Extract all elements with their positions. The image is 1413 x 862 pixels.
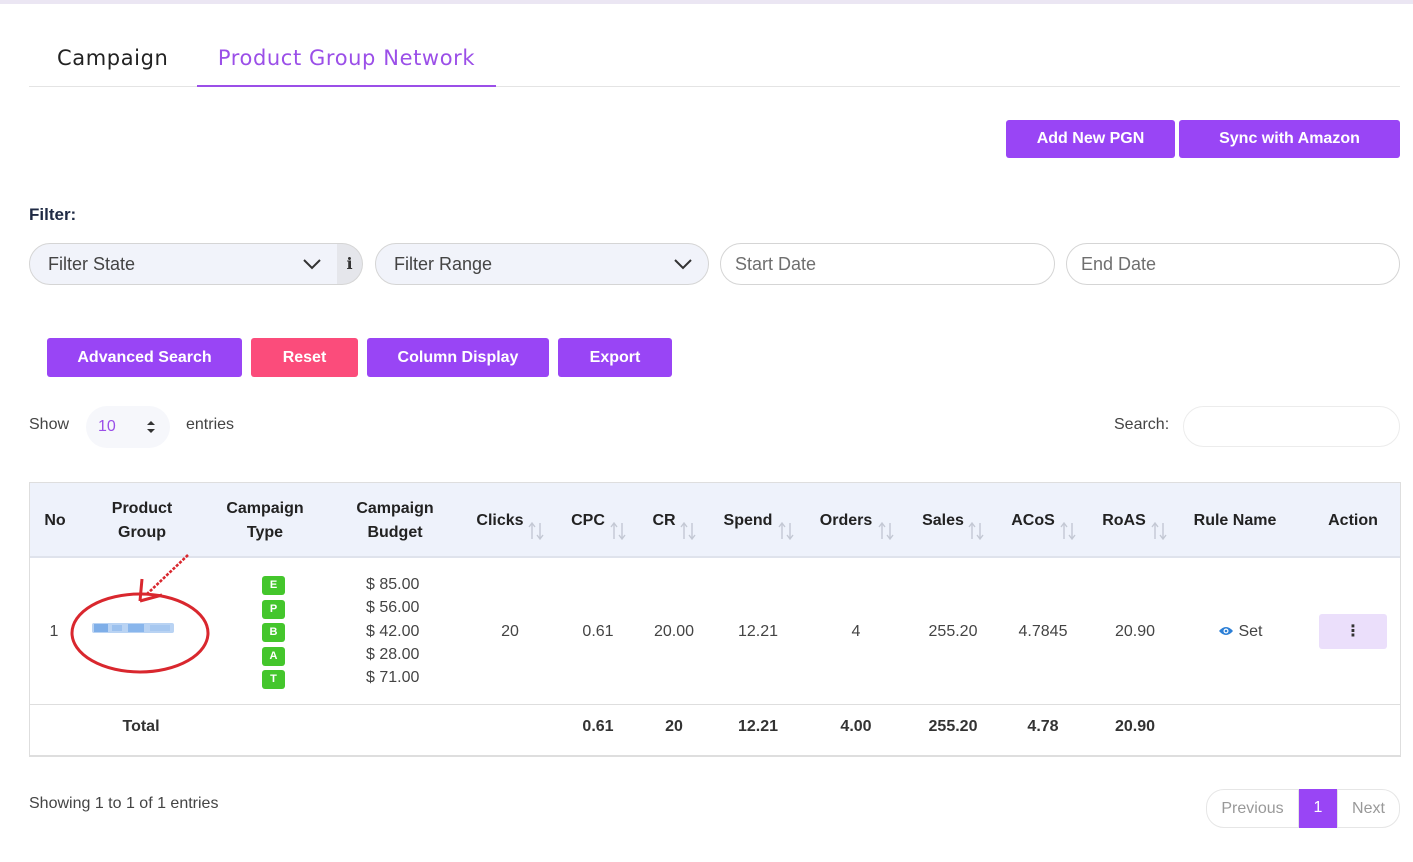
export-button[interactable]: Export xyxy=(558,338,672,377)
col-acos[interactable]: ACoS xyxy=(1011,511,1055,529)
show-label: Show xyxy=(29,416,70,433)
table-total-row: Total 0.61 20 12.21 4.00 255.20 4.78 20.… xyxy=(30,704,1400,756)
col-roas[interactable]: RoAS xyxy=(1102,511,1146,529)
budget-value: $ 85.00 xyxy=(366,576,420,593)
column-display-button[interactable]: Column Display xyxy=(367,338,549,377)
cell-cr: 20.00 xyxy=(653,623,695,640)
sort-icon[interactable] xyxy=(528,521,544,541)
kebab-menu-icon: ⋮ xyxy=(1345,623,1361,640)
col-campaign-type-line1: Campaign xyxy=(226,499,304,517)
col-rule-name: Rule Name xyxy=(1193,511,1277,529)
budget-value: $ 28.00 xyxy=(366,646,420,663)
search-label: Search: xyxy=(1114,416,1170,433)
col-cr[interactable]: CR xyxy=(652,511,676,529)
row-action-button[interactable]: ⋮ xyxy=(1319,614,1387,649)
filter-label: Filter: xyxy=(29,205,77,224)
table-search-input[interactable] xyxy=(1183,406,1400,447)
col-sales[interactable]: Sales xyxy=(922,511,964,529)
filter-range-select[interactable]: Filter Range xyxy=(375,243,709,285)
top-divider xyxy=(0,0,1413,4)
tab-campaign[interactable]: Campaign xyxy=(57,46,169,70)
next-page-button[interactable]: Next xyxy=(1337,789,1400,828)
col-campaign-type-line2: Type xyxy=(246,523,284,541)
entries-length-select[interactable]: 10 xyxy=(86,406,170,448)
cell-clicks: 20 xyxy=(501,623,519,640)
sort-icon[interactable] xyxy=(680,521,696,541)
col-no[interactable]: No xyxy=(44,511,66,529)
col-campaign-budget-line1: Campaign xyxy=(356,499,434,517)
product-group-link[interactable] xyxy=(92,620,174,636)
reset-button[interactable]: Reset xyxy=(251,338,358,377)
cell-sales: 255.20 xyxy=(928,623,978,640)
total-sales: 255.20 xyxy=(928,718,978,735)
sort-icon[interactable] xyxy=(968,521,984,541)
chevron-down-icon xyxy=(674,259,692,270)
sort-icon[interactable] xyxy=(610,521,626,541)
rule-set-label: Set xyxy=(1238,623,1263,640)
col-cpc[interactable]: CPC xyxy=(571,511,605,529)
col-spend[interactable]: Spend xyxy=(723,511,773,529)
eye-icon xyxy=(1219,627,1233,635)
col-clicks[interactable]: Clicks xyxy=(476,511,524,529)
sort-icon[interactable] xyxy=(1151,521,1167,541)
total-roas: 20.90 xyxy=(1114,718,1156,735)
cell-cpc: 0.61 xyxy=(582,623,614,640)
sort-icon[interactable] xyxy=(778,521,794,541)
filter-range-value: Filter Range xyxy=(394,254,493,274)
cell-orders: 4 xyxy=(851,623,861,640)
budget-value: $ 71.00 xyxy=(366,669,420,686)
col-campaign-type[interactable]: Campaign Type xyxy=(210,483,320,558)
total-orders: 4.00 xyxy=(840,718,872,735)
tab-bar: Campaign Product Group Network xyxy=(29,36,1400,87)
advanced-search-button[interactable]: Advanced Search xyxy=(47,338,242,377)
campaign-type-badge: E xyxy=(262,576,285,595)
col-product-group-line1: Product xyxy=(111,499,173,517)
total-cpc: 0.61 xyxy=(582,718,614,735)
campaign-type-badge: P xyxy=(262,600,285,619)
rule-set-link[interactable]: Set xyxy=(1218,623,1278,641)
campaign-type-badge: A xyxy=(262,647,285,666)
col-product-group-line2: Group xyxy=(118,523,166,541)
cell-acos: 4.7845 xyxy=(1018,623,1068,640)
info-icon[interactable]: i xyxy=(337,243,363,285)
col-campaign-budget-line2: Budget xyxy=(367,523,423,541)
chevron-down-icon xyxy=(303,259,321,270)
sync-with-amazon-button[interactable]: Sync with Amazon xyxy=(1179,120,1400,158)
sort-icon[interactable] xyxy=(1060,521,1076,541)
col-orders[interactable]: Orders xyxy=(819,511,873,529)
end-date-input[interactable] xyxy=(1066,243,1400,285)
start-date-input[interactable] xyxy=(720,243,1055,285)
campaign-type-badge: B xyxy=(262,623,285,642)
col-action: Action xyxy=(1328,511,1378,529)
total-acos: 4.78 xyxy=(1027,718,1059,735)
budget-value: $ 42.00 xyxy=(366,623,420,640)
sort-arrows-icon xyxy=(147,421,155,433)
entries-label: entries xyxy=(186,416,235,433)
filter-state-select[interactable]: Filter State xyxy=(29,243,338,285)
total-spend: 12.21 xyxy=(737,718,779,735)
total-cr: 20 xyxy=(665,718,683,735)
table-info: Showing 1 to 1 of 1 entries xyxy=(29,795,219,812)
tab-product-group-network[interactable]: Product Group Network xyxy=(197,36,496,87)
campaign-type-badge: T xyxy=(262,670,285,689)
previous-page-button[interactable]: Previous xyxy=(1206,789,1299,828)
col-product-group[interactable]: Product Group xyxy=(92,483,192,558)
total-label: Total xyxy=(122,718,160,735)
pgn-table: No Product Group Campaign Type Campaign … xyxy=(29,482,1401,757)
filter-state-value: Filter State xyxy=(48,254,136,274)
add-new-pgn-button[interactable]: Add New PGN xyxy=(1006,120,1175,158)
col-campaign-budget[interactable]: Campaign Budget xyxy=(340,483,450,558)
budget-value: $ 56.00 xyxy=(366,599,420,616)
cell-roas: 20.90 xyxy=(1114,623,1156,640)
cell-spend: 12.21 xyxy=(737,623,779,640)
entries-length-value: 10 xyxy=(98,418,116,435)
cell-no: 1 xyxy=(49,623,59,640)
table-header: No Product Group Campaign Type Campaign … xyxy=(30,483,1400,558)
sort-icon[interactable] xyxy=(878,521,894,541)
page-1-button[interactable]: 1 xyxy=(1299,789,1337,828)
